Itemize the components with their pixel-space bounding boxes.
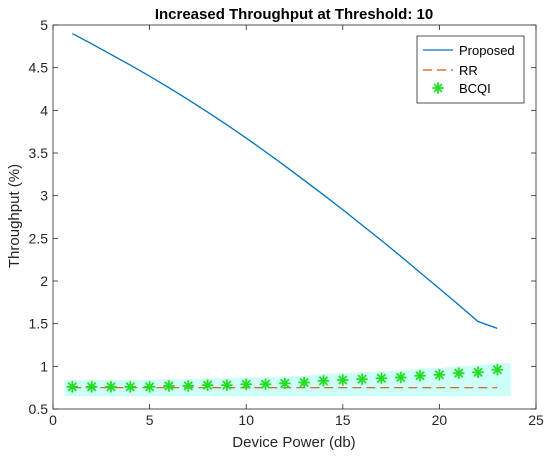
bcqi-marker [394, 371, 407, 384]
bcqi-marker [240, 378, 253, 391]
legend-label-rr: RR [459, 63, 478, 78]
x-tick-label: 10 [238, 412, 254, 428]
axes-layer [52, 24, 537, 410]
y-tick-label: 2 [40, 273, 48, 289]
axes-box [52, 24, 537, 410]
legend-entry-bcqi: BCQI [432, 81, 491, 96]
legend-entry-rr: RR [423, 63, 478, 78]
x-tick-label: 5 [146, 412, 154, 428]
legend-entry-proposed: Proposed [423, 43, 515, 58]
y-axis-title: Throughput (%) [6, 164, 23, 268]
bcqi-marker [105, 380, 117, 393]
bcqi-marker [336, 374, 349, 386]
bcqi-marker [220, 379, 233, 392]
bcqi-marker [163, 380, 175, 392]
y-tick-label: 1 [40, 358, 48, 374]
x-tick-label: 0 [49, 412, 57, 428]
bcqi-marker [375, 372, 388, 385]
bcqi-marker [259, 378, 272, 391]
y-tick-label: 3.5 [29, 145, 49, 161]
bcqi-marker [414, 369, 426, 382]
bcqi-marker [85, 380, 98, 393]
bcqi-marker [433, 368, 446, 381]
y-tick-label: 4 [40, 102, 48, 118]
y-tick-label: 0.5 [29, 401, 49, 417]
bcqi-marker [278, 377, 291, 390]
x-tick-label: 15 [335, 412, 351, 428]
bcqi-marker [317, 374, 330, 387]
bcqi-marker [124, 380, 137, 393]
bcqi-marker [356, 373, 369, 386]
bcqi-marker [66, 380, 79, 393]
bcqi-marker [201, 379, 214, 392]
y-tick-label: 4.5 [29, 60, 49, 76]
bcqi-marker [491, 363, 504, 376]
x-axis-title: Device Power (db) [232, 434, 355, 451]
series-markers-bcqi [66, 363, 504, 393]
legend-label-bcqi: BCQI [459, 81, 491, 96]
ticks-layer: 0 5 10 15 20 25 0.5 1 1.5 2 2.5 3 3.5 4 4.5 5 [29, 17, 544, 428]
x-tick-label: 20 [432, 412, 448, 428]
y-tick-label: 3 [40, 188, 48, 204]
bcqi-marker [452, 367, 465, 380]
legend: Proposed RR BCQI [416, 35, 525, 104]
legend-marker-bcqi [432, 82, 444, 94]
series-layer [66, 32, 504, 393]
legend-label-proposed: Proposed [459, 43, 515, 58]
legend-asterisk-bcqi [432, 82, 444, 94]
bcqi-marker [143, 380, 156, 393]
chart-title: Increased Throughput at Threshold: 10 [155, 6, 433, 23]
y-tick-label: 2.5 [29, 230, 49, 246]
bcqi-marker [182, 380, 195, 392]
y-tick-label: 5 [40, 17, 48, 33]
x-tick-label: 25 [528, 412, 544, 428]
bcqi-marker [298, 376, 311, 389]
series-line-proposed [72, 32, 498, 329]
y-tick-label: 1.5 [29, 316, 49, 332]
bcqi-marker [472, 366, 484, 379]
